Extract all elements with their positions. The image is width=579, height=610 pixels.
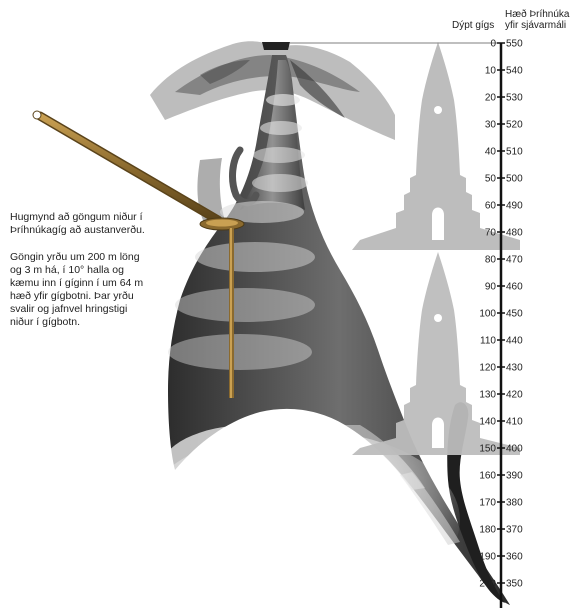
depth-tick-label: 30 — [485, 120, 497, 131]
depth-tick-label: 90 — [485, 282, 497, 293]
depth-tick-label: 190 — [479, 552, 496, 563]
elevation-tick-label: 520 — [506, 120, 523, 131]
depth-tick-label: 0 — [490, 39, 496, 50]
mountain-surface — [150, 41, 395, 140]
depth-tick-label: 170 — [479, 498, 496, 509]
elevation-tick-label: 390 — [506, 471, 523, 482]
elevation-tick-label: 370 — [506, 525, 523, 536]
elevation-tick-label: 350 — [506, 579, 523, 590]
depth-tick-label: 160 — [479, 471, 496, 482]
depth-tick-label: 80 — [485, 255, 497, 266]
elevation-tick-label: 410 — [506, 417, 523, 428]
caption-intro: Hugmynd að göngum niður í Þríhnúkagíg að… — [10, 211, 145, 236]
elevation-tick-label: 540 — [506, 66, 523, 77]
depth-tick-label: 70 — [485, 228, 497, 239]
depth-elevation-scale: 0 550 10 540 20 530 30 520 40 510 50 500 60 490 70 480 8… — [479, 39, 523, 608]
proposed-tunnel — [32, 110, 223, 225]
balcony-platform — [199, 217, 245, 231]
depth-tick-label: 110 — [480, 336, 496, 347]
elevation-tick-label: 440 — [506, 336, 523, 347]
spiral-staircase — [229, 228, 234, 398]
depth-tick-label: 180 — [479, 525, 496, 536]
elevation-tick-label: 490 — [506, 201, 523, 212]
elevation-tick-label: 400 — [506, 444, 523, 455]
elevation-tick-label: 500 — [506, 174, 523, 185]
elevation-tick-label: 420 — [506, 390, 523, 401]
depth-header: Dýpt gígs — [452, 20, 495, 31]
elevation-header-line1: Hæð Þríhnúka — [505, 9, 570, 20]
crater-cave — [140, 55, 510, 610]
elevation-tick-label: 450 — [506, 309, 523, 320]
depth-tick-label: 200 — [479, 579, 496, 590]
depth-tick-label: 130 — [479, 390, 496, 401]
elevation-tick-label: 470 — [506, 255, 523, 266]
depth-tick-label: 50 — [485, 174, 497, 185]
depth-tick-label: 60 — [485, 201, 497, 212]
elevation-header-line2: yfir sjávarmáli — [505, 20, 567, 31]
elevation-tick-label: 550 — [506, 39, 523, 50]
elevation-tick-label: 430 — [506, 363, 523, 374]
elevation-tick-label: 510 — [506, 147, 523, 158]
depth-tick-label: 40 — [485, 147, 497, 158]
elevation-header: Hæð Þríhnúka yfir sjávarmáli — [505, 9, 577, 31]
church-silhouette-bottom — [352, 252, 520, 455]
elevation-tick-label: 480 — [506, 228, 523, 239]
depth-tick-label: 100 — [479, 309, 496, 320]
depth-tick-label: 20 — [485, 93, 497, 104]
elevation-tick-label: 380 — [506, 498, 523, 509]
elevation-tick-label: 360 — [506, 552, 523, 563]
depth-tick-label: 140 — [479, 417, 496, 428]
caption-detail: Göngin yrðu um 200 m löng og 3 m há, í 1… — [10, 251, 144, 328]
elevation-tick-label: 530 — [506, 93, 523, 104]
elevation-tick-label: 460 — [506, 282, 523, 293]
depth-tick-label: 10 — [485, 66, 497, 77]
depth-tick-label: 120 — [479, 363, 496, 374]
church-silhouette-top — [352, 42, 520, 250]
depth-tick-label: 150 — [479, 444, 496, 455]
